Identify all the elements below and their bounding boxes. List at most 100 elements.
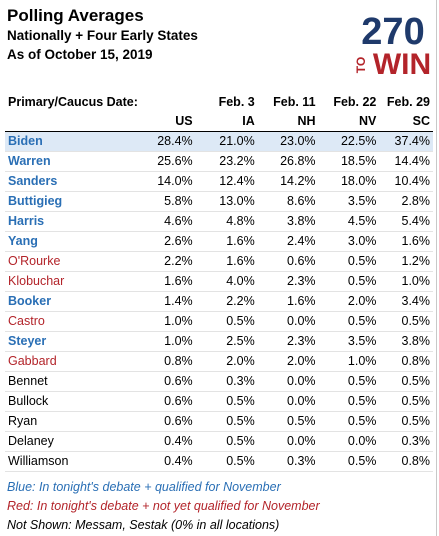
poll-value: 0.6% [140,391,196,412]
table-row: Yang 2.6% 1.6% 2.4% 3.0% 1.6% [5,231,433,252]
footnote-not-shown: Not Shown: Messam, Sestak (0% in all loc… [7,518,280,532]
poll-value: 21.0% [195,131,258,152]
table-row: Biden 28.4% 21.0% 23.0% 22.5% 37.4% [5,131,433,152]
page-title: Polling Averages [7,6,144,25]
poll-value: 3.5% [318,331,380,352]
table-row: Bullock 0.6% 0.5% 0.0% 0.5% 0.5% [5,391,433,412]
poll-value: 13.0% [195,191,258,212]
candidate-name: Delaney [5,431,141,452]
table-row: Steyer 1.0% 2.5% 2.3% 3.5% 3.8% [5,331,433,352]
poll-value: 22.5% [318,131,380,152]
footnote-blue: Blue: In tonight's debate + qualified fo… [7,480,281,494]
poll-value: 0.5% [379,311,433,332]
header-cell: IA [195,111,258,132]
poll-value: 2.0% [318,291,380,312]
poll-value: 0.5% [318,311,380,332]
poll-value: 1.6% [195,231,258,252]
subtitle-date: As of October 15, 2019 [7,47,153,62]
poll-value: 8.6% [257,191,319,212]
poll-value: 2.5% [195,331,258,352]
polling-table: Primary/Caucus Date: Feb. 3 Feb. 11 Feb.… [5,93,433,472]
poll-value: 18.5% [318,151,380,172]
poll-value: 1.6% [257,291,319,312]
header-cell: Feb. 22 [333,95,377,109]
poll-value: 2.0% [257,351,319,372]
candidate-name: Williamson [5,451,141,472]
poll-value: 4.0% [195,271,258,292]
poll-value: 0.6% [140,371,196,392]
header-cell: SC [379,111,433,132]
header: Polling Averages Nationally + Four Early… [7,6,198,64]
header-cell [5,111,141,132]
table-row: Klobuchar 1.6% 4.0% 2.3% 0.5% 1.0% [5,271,433,292]
candidate-name: Harris [5,211,141,232]
table-row: Bennet 0.6% 0.3% 0.0% 0.5% 0.5% [5,371,433,392]
poll-value: 0.5% [318,251,380,272]
poll-value: 1.6% [140,271,196,292]
table-row: Harris 4.6% 4.8% 3.8% 4.5% 5.4% [5,211,433,232]
poll-value: 1.6% [379,231,433,252]
table-row: Ryan 0.6% 0.5% 0.5% 0.5% 0.5% [5,411,433,432]
poll-value: 0.0% [257,311,319,332]
poll-value: 0.5% [318,271,380,292]
table-row: Buttigieg 5.8% 13.0% 8.6% 3.5% 2.8% [5,191,433,212]
poll-value: 2.8% [379,191,433,212]
logo-win: WIN [373,48,431,78]
candidate-name: Yang [5,231,141,252]
poll-value: 1.6% [195,251,258,272]
poll-value: 0.5% [195,391,258,412]
poll-value: 2.2% [140,251,196,272]
poll-value: 4.6% [140,211,196,232]
poll-value: 1.4% [140,291,196,312]
poll-value: 10.4% [379,171,433,192]
poll-value: 0.5% [195,311,258,332]
candidate-name: Gabbard [5,351,141,372]
table-row: Williamson 0.4% 0.5% 0.3% 0.5% 0.8% [5,451,433,472]
candidate-name: Bennet [5,371,141,392]
poll-value: 14.4% [379,151,433,172]
polling-table-body: Primary/Caucus Date: Feb. 3 Feb. 11 Feb.… [5,93,433,472]
poll-value: 5.8% [140,191,196,212]
table-row: Sanders 14.0% 12.4% 14.2% 18.0% 10.4% [5,171,433,192]
poll-value: 0.5% [195,451,258,472]
poll-value: 1.0% [318,351,380,372]
candidate-name: Biden [5,131,141,152]
header-cell [141,93,196,111]
poll-value: 1.0% [140,311,196,332]
logo-to: TO [354,57,368,73]
poll-value: 0.8% [379,451,433,472]
poll-value: 0.0% [318,431,380,452]
poll-value: 0.5% [318,411,380,432]
poll-value: 14.2% [257,171,319,192]
header-cell: US [140,111,196,132]
subtitle-scope: Nationally + Four Early States [7,28,198,43]
candidate-name: Booker [5,291,141,312]
logo-number: 270 [361,11,424,53]
table-row: Gabbard 0.8% 2.0% 2.0% 1.0% 0.8% [5,351,433,372]
poll-value: 3.8% [379,331,433,352]
table-row: Castro 1.0% 0.5% 0.0% 0.5% 0.5% [5,311,433,332]
poll-value: 1.0% [140,331,196,352]
poll-value: 3.5% [318,191,380,212]
right-border [436,0,437,536]
poll-value: 5.4% [379,211,433,232]
poll-value: 3.0% [318,231,380,252]
poll-value: 3.4% [379,291,433,312]
poll-value: 26.8% [257,151,319,172]
header-cell: Feb. 3 [218,95,255,109]
candidate-name: Castro [5,311,141,332]
candidate-name: Steyer [5,331,141,352]
poll-value: 12.4% [195,171,258,192]
header-cell: Primary/Caucus Date: [8,95,138,109]
poll-value: 1.0% [379,271,433,292]
header-row-dates: Primary/Caucus Date: Feb. 3 Feb. 11 Feb.… [5,93,433,111]
poll-value: 0.3% [379,431,433,452]
poll-value: 2.2% [195,291,258,312]
poll-value: 23.2% [195,151,258,172]
candidate-name: O'Rourke [5,251,141,272]
poll-value: 28.4% [140,131,196,152]
poll-value: 0.5% [318,391,380,412]
candidate-name: Klobuchar [5,271,141,292]
poll-value: 0.5% [195,411,258,432]
poll-value: 0.4% [140,431,196,452]
